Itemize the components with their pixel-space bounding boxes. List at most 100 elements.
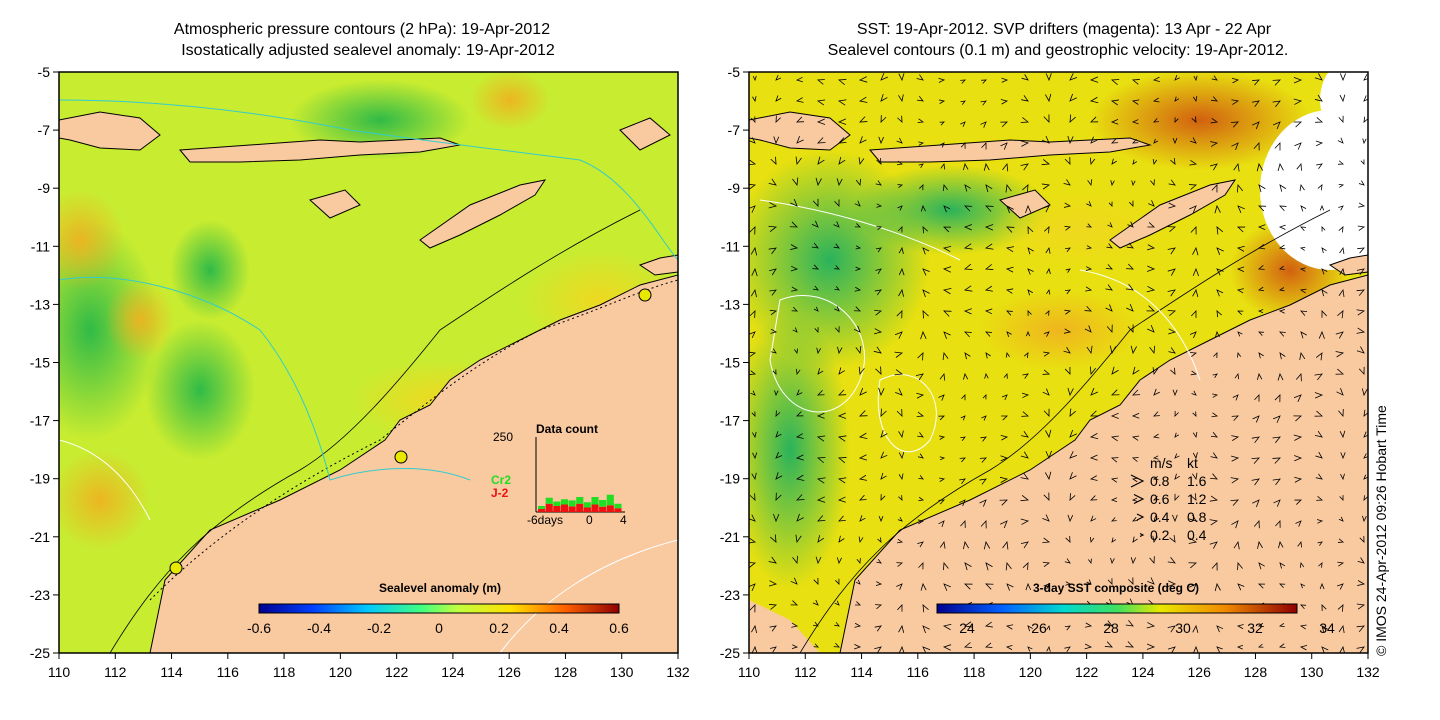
velocity-arrow	[1167, 226, 1177, 233]
cr2-bar	[614, 503, 622, 509]
velocity-arrow	[1125, 641, 1134, 648]
velocity-arrow	[855, 266, 862, 271]
velocity-arrow	[1146, 285, 1156, 293]
velocity-arrow	[1314, 373, 1323, 381]
velocity-arrow	[1211, 184, 1218, 193]
velocity-arrow	[1023, 352, 1029, 359]
velocity-arrow	[1337, 604, 1344, 612]
velocity-arrow	[816, 435, 826, 442]
velocity-arrow	[1069, 451, 1078, 459]
velocity-arrow	[1147, 244, 1156, 251]
velocity-arrow	[1131, 412, 1140, 419]
sla-high-mid	[105, 280, 175, 360]
velocity-arrow	[1046, 267, 1051, 275]
tide-gauge-marker[interactable]	[169, 561, 183, 575]
velocity-arrow	[772, 369, 777, 375]
velocity-arrow	[917, 541, 924, 548]
cr2-bar	[591, 497, 599, 505]
velocity-arrow	[984, 243, 994, 250]
colorbar-tick-label: 0	[435, 620, 443, 636]
velocity-arrow	[1336, 388, 1344, 396]
velocity-arrow	[1132, 138, 1139, 144]
sla-colorbar-ticks: -0.6 -0.4 -0.2 0 0.2 0.4 0.6	[247, 620, 629, 636]
velocity-arrow	[1043, 408, 1050, 418]
velocity-arrow	[938, 499, 945, 505]
velocity-arrow	[1257, 540, 1263, 549]
colorbar-tick-label: 0.2	[489, 620, 509, 636]
colorbar-tick-label: 34	[1319, 620, 1335, 636]
velocity-arrow	[1211, 412, 1219, 418]
cr2-bar	[538, 506, 546, 509]
x-tick-label: 120	[1019, 664, 1043, 680]
x-tick-label: 130	[610, 664, 634, 680]
velocity-arrow	[1065, 247, 1071, 253]
velocity-arrow	[749, 159, 757, 166]
sla-high-south	[59, 450, 150, 550]
velocity-arrow	[790, 600, 798, 606]
velocity-arrow	[773, 513, 780, 523]
velocity-arrow	[942, 287, 952, 295]
velocity-arrow	[1107, 578, 1113, 585]
velocity-arrow	[816, 79, 825, 85]
velocity-arrow	[1167, 646, 1176, 653]
velocity-arrow	[1274, 394, 1281, 403]
velocity-arrow	[1335, 351, 1345, 358]
velocity-arrow	[1357, 225, 1366, 231]
velocity-arrow	[1167, 268, 1176, 276]
velocity-arrow	[963, 308, 972, 315]
velocity-arrow	[898, 94, 904, 103]
velocity-arrow	[1063, 179, 1071, 186]
velocity-arrow	[1128, 577, 1134, 585]
velocity-arrow	[790, 244, 799, 250]
velocity-arrow	[768, 178, 777, 186]
velocity-arrow	[1236, 624, 1244, 630]
velocity-arrow	[984, 621, 993, 628]
velocity-arrow	[874, 309, 883, 316]
velocity-arrow	[794, 348, 798, 355]
velocity-arrow	[1295, 520, 1302, 527]
velocity-arrow	[982, 394, 987, 400]
tide-gauge-marker[interactable]	[394, 450, 408, 464]
legend-speed-kt: 1.6	[1187, 473, 1207, 489]
velocity-arrow	[1258, 331, 1264, 336]
velocity-arrow	[1131, 99, 1140, 105]
velocity-arrow	[942, 351, 949, 360]
velocity-arrow	[1212, 373, 1218, 378]
velocity-arrow	[960, 436, 966, 441]
velocity-arrow	[1005, 351, 1010, 358]
velocity-arrow	[878, 387, 885, 397]
velocity-arrow	[1027, 268, 1034, 275]
velocity-arrow	[834, 600, 840, 606]
velocity-arrow	[768, 604, 778, 610]
velocity-arrow	[1190, 309, 1197, 318]
velocity-arrow	[817, 535, 825, 543]
velocity-arrow	[1236, 288, 1244, 294]
velocity-arrow	[1005, 183, 1012, 193]
velocity-arrow	[1314, 94, 1323, 102]
velocity-arrow	[750, 288, 757, 298]
velocity-arrow	[1188, 537, 1198, 544]
inset-x-label-start: -6days	[527, 513, 563, 527]
velocity-arrow	[1272, 436, 1281, 444]
right-title-line2: Sealevel contours (0.1 m) and geostrophi…	[828, 42, 1289, 59]
velocity-arrow	[1258, 352, 1264, 359]
velocity-arrow	[1110, 180, 1115, 187]
velocity-arrow	[1190, 493, 1197, 501]
velocity-arrow	[895, 388, 903, 396]
velocity-arrow	[811, 220, 819, 228]
velocity-arrow	[1192, 96, 1198, 103]
velocity-arrow	[1069, 93, 1077, 102]
velocity-arrow	[916, 411, 925, 418]
tide-gauge-marker[interactable]	[638, 288, 652, 302]
velocity-arrow	[1299, 183, 1305, 192]
velocity-arrow	[1084, 325, 1092, 333]
velocity-arrow	[1088, 558, 1092, 565]
velocity-arrow	[1149, 345, 1156, 355]
right-map-area	[749, 72, 1368, 653]
sst-cool-southwest	[749, 310, 850, 590]
velocity-arrow	[1152, 97, 1160, 103]
velocity-arrow	[1190, 137, 1197, 144]
legend-arrow-icon	[1139, 532, 1145, 538]
velocity-arrow	[1130, 345, 1137, 355]
velocity-arrow	[963, 285, 973, 292]
